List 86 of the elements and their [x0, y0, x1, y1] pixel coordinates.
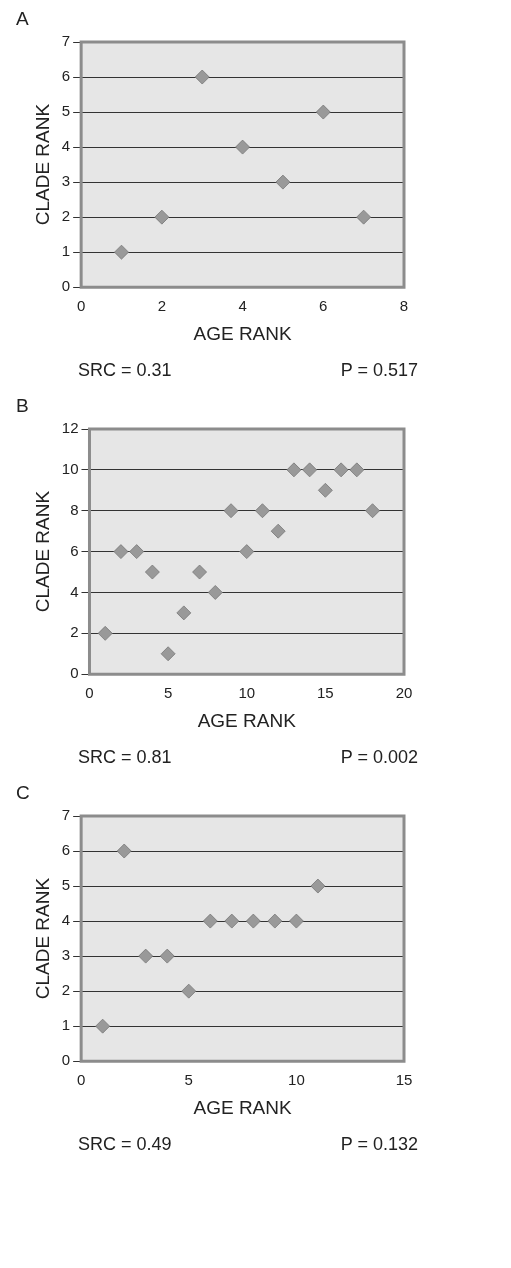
point [224, 913, 240, 929]
text: P = 0.002 [340, 747, 418, 768]
point [154, 209, 170, 225]
x-tick-label: 15 [317, 684, 334, 702]
point [315, 104, 331, 120]
point [202, 913, 218, 929]
point [138, 948, 154, 964]
y-tick-label: 5 [61, 102, 71, 120]
point [97, 625, 113, 641]
x-axis-title: AGE RANK [193, 1096, 292, 1118]
point [207, 585, 223, 600]
point [181, 983, 197, 999]
y-tick-label: 1 [61, 1016, 71, 1034]
point [365, 503, 380, 519]
point [286, 462, 302, 478]
point [310, 878, 326, 894]
point [333, 462, 349, 478]
y-tick-label: 3 [61, 946, 71, 964]
point [194, 69, 210, 85]
point [302, 462, 318, 478]
y-tick-label: 4 [70, 582, 79, 600]
x-tick-label: 8 [399, 297, 409, 315]
point [129, 544, 145, 559]
chart-title: A [16, 8, 30, 30]
text: P = 0.517 [340, 360, 418, 381]
y-tick-label: 0 [70, 664, 79, 682]
point [349, 462, 365, 478]
point [288, 913, 304, 929]
y-axis-title: CLADE RANK [31, 103, 53, 226]
chart-title: C [16, 782, 31, 804]
y-tick-label: 4 [61, 911, 71, 929]
y-tick-label: 4 [61, 137, 71, 155]
point [223, 503, 239, 519]
x-tick-label: 4 [238, 297, 247, 315]
y-axis-title: CLADE RANK [31, 490, 53, 613]
text: P = 0.132 [340, 1134, 418, 1155]
y-tick-label: 6 [70, 541, 79, 559]
text: SRC = 0.49 [78, 1134, 172, 1155]
point [192, 564, 207, 580]
y-tick-label: 10 [61, 460, 79, 478]
point [267, 913, 283, 929]
x-tick-label: 20 [395, 684, 413, 702]
point [275, 174, 291, 190]
text: SRC = 0.81 [78, 747, 172, 768]
x-tick-label: 10 [238, 684, 256, 702]
y-tick-label: 6 [61, 67, 71, 85]
chart-title: B [16, 395, 30, 417]
point [235, 139, 250, 155]
point [114, 244, 129, 260]
x-axis-title: AGE RANK [197, 709, 297, 731]
text: SRC = 0.31 [78, 360, 172, 381]
y-tick-label: 0 [61, 1051, 71, 1069]
point [245, 913, 261, 929]
y-tick-label: 0 [61, 277, 71, 295]
x-axis-title: AGE RANK [193, 322, 292, 344]
x-tick-label: 5 [163, 684, 173, 702]
point [255, 503, 270, 519]
x-tick-label: 10 [288, 1071, 305, 1089]
y-tick-label: 3 [61, 172, 71, 190]
y-tick-label: 12 [61, 419, 79, 437]
y-tick-label: 7 [61, 32, 71, 50]
x-tick-label: 6 [319, 297, 328, 315]
point [159, 948, 175, 964]
y-tick-label: 1 [61, 242, 71, 260]
x-tick-label: 2 [157, 297, 167, 315]
point [113, 544, 129, 559]
y-tick-label: 7 [61, 806, 71, 824]
y-tick-label: 8 [70, 500, 79, 518]
y-tick-label: 2 [61, 207, 71, 225]
x-tick-label: 0 [85, 684, 94, 702]
point [95, 1018, 111, 1034]
point [160, 646, 176, 662]
point [239, 544, 255, 559]
point [270, 523, 286, 539]
y-tick-label: 6 [61, 841, 71, 859]
y-axis-title: CLADE RANK [31, 877, 53, 1000]
x-tick-label: 15 [395, 1071, 413, 1089]
point [317, 482, 333, 498]
y-tick-label: 5 [61, 876, 71, 894]
x-tick-label: 5 [184, 1071, 193, 1089]
point [116, 843, 132, 859]
point [356, 209, 372, 225]
y-tick-label: 2 [61, 981, 71, 999]
y-tick-label: 2 [70, 623, 79, 641]
point [176, 605, 192, 621]
point [144, 564, 160, 580]
